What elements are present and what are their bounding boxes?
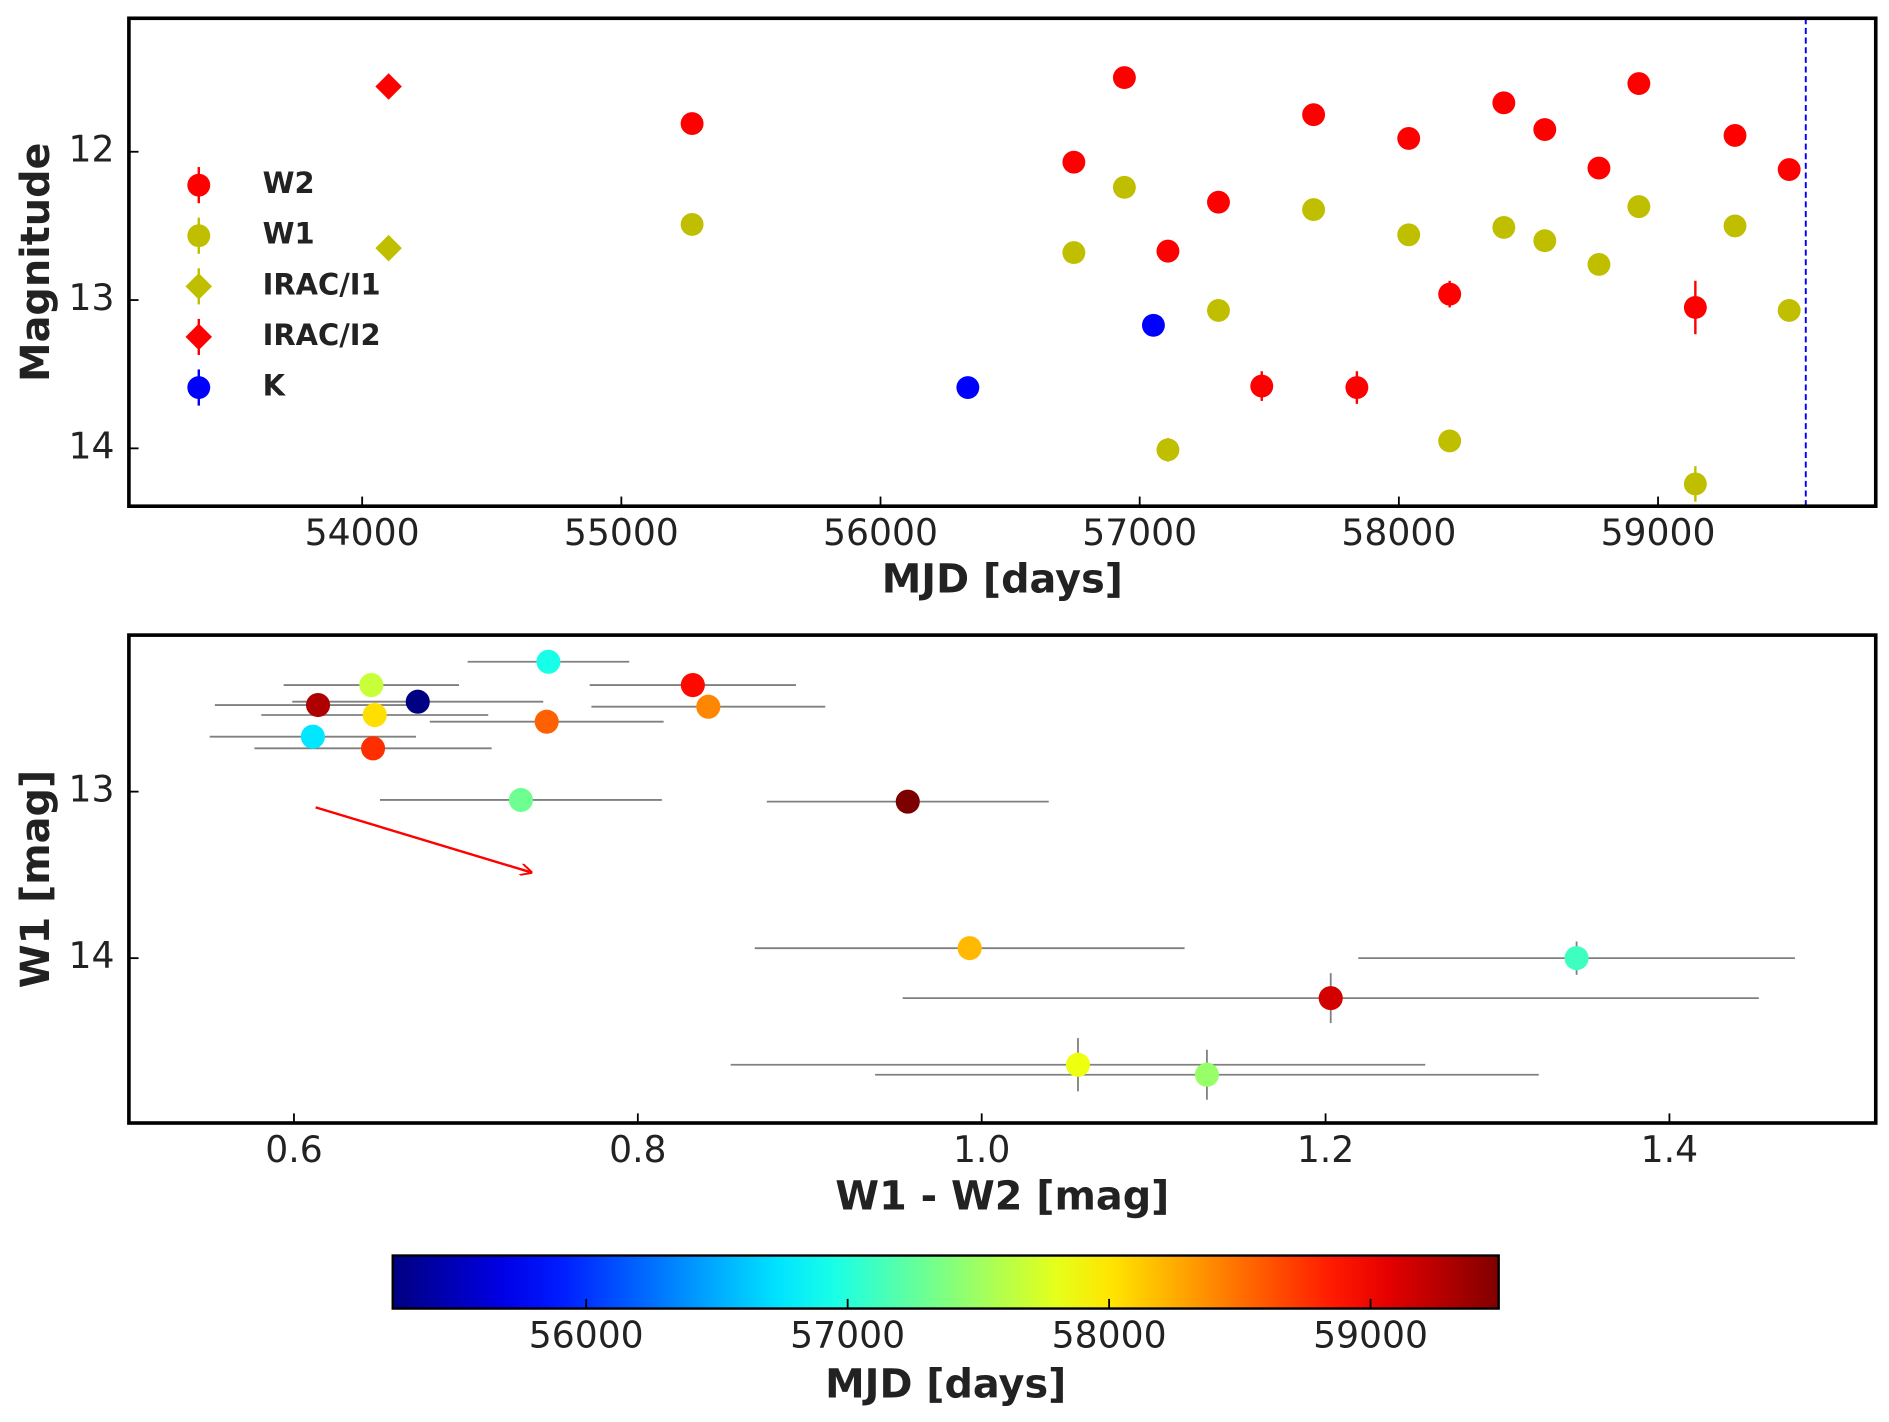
x-tick-label: 1.2 xyxy=(1297,1128,1354,1171)
point xyxy=(508,787,533,813)
point xyxy=(1438,282,1462,306)
plot-frame xyxy=(127,16,1878,509)
legend-label: W2 xyxy=(263,166,315,200)
point xyxy=(1627,195,1651,219)
point xyxy=(1207,190,1230,214)
y-tick-label: 13 xyxy=(68,768,114,811)
point xyxy=(1397,126,1421,150)
legend-marker xyxy=(187,376,211,399)
point xyxy=(1492,91,1516,115)
point xyxy=(1683,472,1707,496)
point xyxy=(1302,198,1326,222)
legend-marker xyxy=(187,173,211,197)
point xyxy=(300,724,325,749)
legend-marker xyxy=(185,273,213,300)
point xyxy=(1156,239,1180,263)
legend-marker xyxy=(185,323,213,351)
point xyxy=(1112,66,1136,90)
point xyxy=(359,673,384,698)
legend-label: K xyxy=(263,369,287,403)
point xyxy=(956,376,980,400)
x-tick-label: 1.4 xyxy=(1641,1128,1698,1171)
point xyxy=(1141,313,1165,337)
x-tick-label: 55000 xyxy=(564,511,679,554)
point xyxy=(1777,298,1801,322)
point xyxy=(1345,376,1369,400)
y-tick-label: 14 xyxy=(68,424,114,467)
colorbar-label: MJD [days] xyxy=(825,1361,1066,1407)
x-tick-label: 57000 xyxy=(1082,511,1197,554)
y-tick-label: 13 xyxy=(68,276,114,319)
x-tick-label: 1.0 xyxy=(953,1128,1010,1171)
point xyxy=(1302,103,1326,127)
point xyxy=(1438,429,1462,453)
point xyxy=(1587,253,1611,276)
point xyxy=(1777,158,1801,181)
point xyxy=(680,673,705,698)
x-tick-label: 54000 xyxy=(305,511,420,554)
legend-label: W1 xyxy=(263,217,315,251)
y-tick-label: 14 xyxy=(68,934,114,977)
point xyxy=(1492,215,1516,239)
point xyxy=(405,689,430,714)
point xyxy=(362,702,387,728)
point xyxy=(1112,175,1136,199)
point xyxy=(1207,298,1230,322)
x-tick-label: 59000 xyxy=(1601,511,1716,554)
y-axis-label: W1 [mag] xyxy=(13,770,59,988)
point xyxy=(1683,296,1707,319)
point xyxy=(1065,1052,1091,1077)
colorbar-tick-label: 59000 xyxy=(1313,1313,1428,1356)
point xyxy=(375,234,402,262)
point xyxy=(1723,123,1747,147)
x-tick-label: 58000 xyxy=(1341,511,1456,554)
point xyxy=(1533,229,1557,253)
point xyxy=(1318,986,1343,1011)
x-axis-label: W1 - W2 [mag] xyxy=(835,1173,1169,1219)
colorbar-tick-label: 58000 xyxy=(1052,1313,1167,1356)
point xyxy=(1156,438,1180,462)
y-tick-label: 12 xyxy=(68,128,114,171)
point xyxy=(361,736,386,761)
colorbar-tick-label: 57000 xyxy=(790,1313,905,1356)
x-tick-label: 56000 xyxy=(823,511,938,554)
point xyxy=(696,694,721,719)
point xyxy=(534,709,559,734)
point xyxy=(680,212,704,236)
point xyxy=(1533,118,1557,141)
point xyxy=(305,692,331,718)
point xyxy=(1627,72,1651,95)
colorbar xyxy=(391,1254,1500,1310)
point xyxy=(375,73,402,100)
legend-marker xyxy=(187,224,211,248)
point xyxy=(1564,946,1589,971)
plot-frame xyxy=(127,633,1878,1125)
legend-label: IRAC/I1 xyxy=(263,267,381,301)
colorbar-tick-label: 56000 xyxy=(529,1313,644,1356)
point xyxy=(895,789,920,814)
point xyxy=(1062,150,1086,174)
point xyxy=(1587,156,1611,180)
x-tick-label: 0.6 xyxy=(265,1128,322,1171)
x-tick-label: 0.8 xyxy=(609,1128,666,1171)
extinction-arrow xyxy=(315,806,532,872)
point xyxy=(1397,223,1421,247)
point xyxy=(1062,241,1086,265)
point xyxy=(1194,1062,1219,1087)
legend-label: IRAC/I2 xyxy=(263,318,381,352)
point xyxy=(680,112,704,136)
x-axis-label: MJD [days] xyxy=(882,557,1123,603)
point xyxy=(1250,374,1274,398)
point xyxy=(957,936,982,961)
point xyxy=(536,649,561,674)
y-axis-label: Magnitude xyxy=(13,142,59,381)
point xyxy=(1723,214,1747,238)
